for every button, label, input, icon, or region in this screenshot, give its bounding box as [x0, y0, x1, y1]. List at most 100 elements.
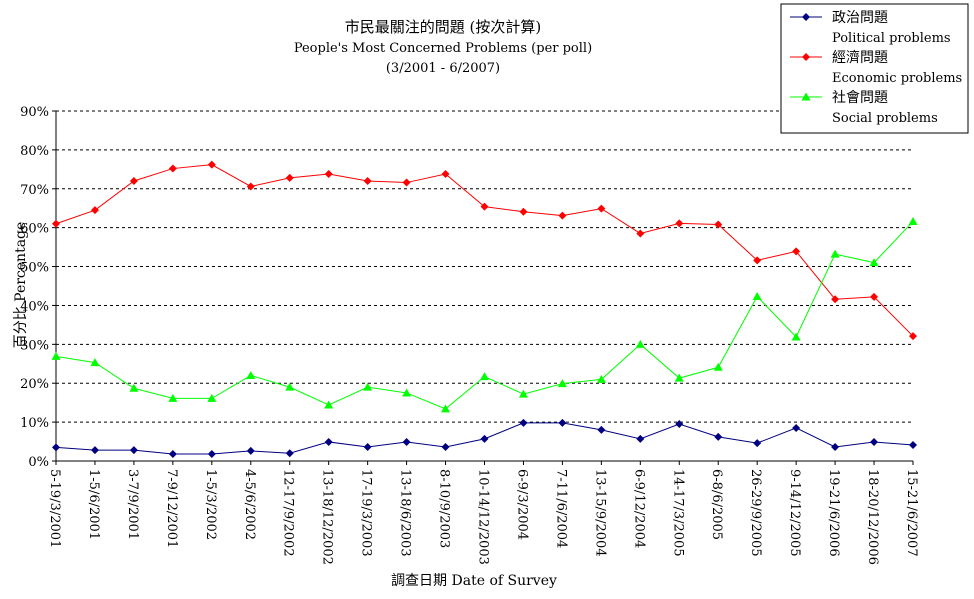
- data-point: [324, 437, 333, 446]
- data-point: [129, 177, 138, 185]
- series-line: [55, 164, 914, 337]
- x-tick-label: 26-29/9/2005: [748, 469, 763, 557]
- data-point: [402, 437, 411, 446]
- x-tick-label: 5-19/3/2001: [47, 469, 62, 548]
- legend-entry: 經濟問題 Economic problems: [790, 50, 962, 86]
- data-point: [285, 449, 294, 458]
- x-tick-label: 14-17/3/2005: [670, 469, 685, 557]
- legend-label-en: Economic problems: [832, 71, 962, 86]
- legend-marker: [802, 53, 810, 61]
- legend-box: [780, 3, 969, 134]
- x-tick-label: 9-14/12/2005: [787, 469, 802, 557]
- y-tick-label: 80%: [20, 144, 49, 159]
- series-line: [55, 221, 914, 410]
- x-tick-label: 6-9/3/2004: [514, 469, 529, 540]
- chart-date-range: (3/2001 - 6/2007): [386, 61, 500, 76]
- x-tick-label: 8-10/9/2003: [437, 469, 452, 548]
- x-tick-label: 15-21/6/2007: [904, 469, 919, 557]
- y-tick-label: 10%: [20, 416, 49, 431]
- legend-label-en: Political problems: [832, 31, 951, 46]
- data-point: [363, 177, 372, 185]
- data-point: [246, 182, 255, 191]
- x-tick-label: 4-5/6/2002: [242, 469, 257, 540]
- y-axis-ticks: 0% 10% 20% 30% 40% 50% 60% 70% 80% 90%: [20, 105, 56, 470]
- data-point: [831, 443, 840, 451]
- x-tick-label: 6-9/12/2004: [631, 469, 646, 548]
- data-point: [870, 437, 879, 446]
- x-tick-label: 13-15/9/2004: [592, 469, 607, 557]
- data-point: [714, 432, 723, 441]
- data-point: [51, 351, 61, 360]
- data-point: [207, 160, 216, 169]
- chart-title: 市民最關注的問題 (按次計算): [345, 18, 541, 36]
- series-2: [52, 160, 917, 341]
- data-point: [285, 382, 295, 391]
- data-point: [831, 295, 840, 304]
- y-tick-label: 40%: [20, 299, 49, 314]
- chart-subtitle: People's Most Concerned Problems (per po…: [294, 41, 592, 56]
- x-tick-label: 13-18/12/2002: [320, 469, 335, 565]
- legend-label-en: Social problems: [832, 111, 938, 126]
- series-group: [51, 160, 918, 458]
- data-point: [870, 292, 879, 301]
- data-point: [519, 207, 528, 216]
- x-tick-label: 17-19/3/2003: [359, 469, 374, 557]
- data-point: [792, 423, 801, 432]
- data-point: [558, 418, 567, 427]
- series-1: [52, 418, 917, 458]
- data-point: [90, 206, 99, 215]
- data-point: [285, 173, 294, 182]
- data-point: [753, 256, 762, 265]
- data-point: [324, 170, 333, 178]
- data-point: [363, 382, 373, 391]
- series-3: [51, 216, 918, 413]
- y-tick-label: 20%: [20, 377, 49, 392]
- data-point: [557, 379, 567, 388]
- data-point: [324, 400, 334, 409]
- data-point: [713, 362, 723, 371]
- data-point: [636, 434, 645, 443]
- x-tick-label: 7-11/6/2004: [553, 469, 568, 548]
- data-point: [129, 446, 138, 455]
- legend-entry: 社會問題 Social problems: [790, 90, 938, 126]
- data-point: [168, 450, 177, 458]
- data-point: [753, 439, 762, 448]
- data-point: [792, 247, 801, 256]
- data-point: [909, 441, 917, 450]
- data-point: [441, 170, 450, 178]
- data-point: [207, 393, 217, 402]
- y-axis-label: 百分比 Percentage: [13, 222, 29, 349]
- y-tick-label: 0%: [28, 455, 49, 470]
- data-point: [168, 393, 178, 402]
- data-point: [246, 446, 255, 455]
- data-point: [246, 370, 256, 379]
- x-tick-label: 19-21/6/2006: [826, 469, 841, 557]
- data-point: [518, 389, 528, 398]
- legend-marker: [801, 92, 811, 101]
- x-tick-label: 6-8/6/2005: [709, 469, 724, 540]
- data-point: [596, 374, 606, 383]
- data-point: [558, 211, 567, 220]
- data-point: [441, 443, 450, 451]
- data-point: [90, 358, 100, 367]
- x-tick-label: 12-17/9/2002: [281, 469, 296, 557]
- legend-entry: 政治問題 Political problems: [790, 10, 951, 46]
- gridlines: [56, 110, 913, 423]
- data-point: [52, 219, 60, 228]
- data-point: [909, 332, 917, 341]
- legend: 政治問題 Political problems 經濟問題 Economic probl…: [780, 3, 969, 134]
- legend-label: 社會問題: [832, 90, 888, 106]
- data-point: [168, 164, 177, 173]
- data-point: [90, 446, 99, 455]
- x-tick-label: 10-14/12/2003: [476, 469, 491, 565]
- x-tick-label: 13-18/6/2003: [398, 469, 413, 557]
- data-point: [830, 249, 840, 258]
- data-point: [791, 332, 801, 341]
- data-point: [597, 204, 606, 213]
- data-point: [519, 418, 528, 427]
- data-point: [480, 202, 489, 211]
- data-point: [636, 229, 645, 238]
- data-point: [402, 178, 411, 187]
- y-tick-label: 70%: [20, 183, 49, 198]
